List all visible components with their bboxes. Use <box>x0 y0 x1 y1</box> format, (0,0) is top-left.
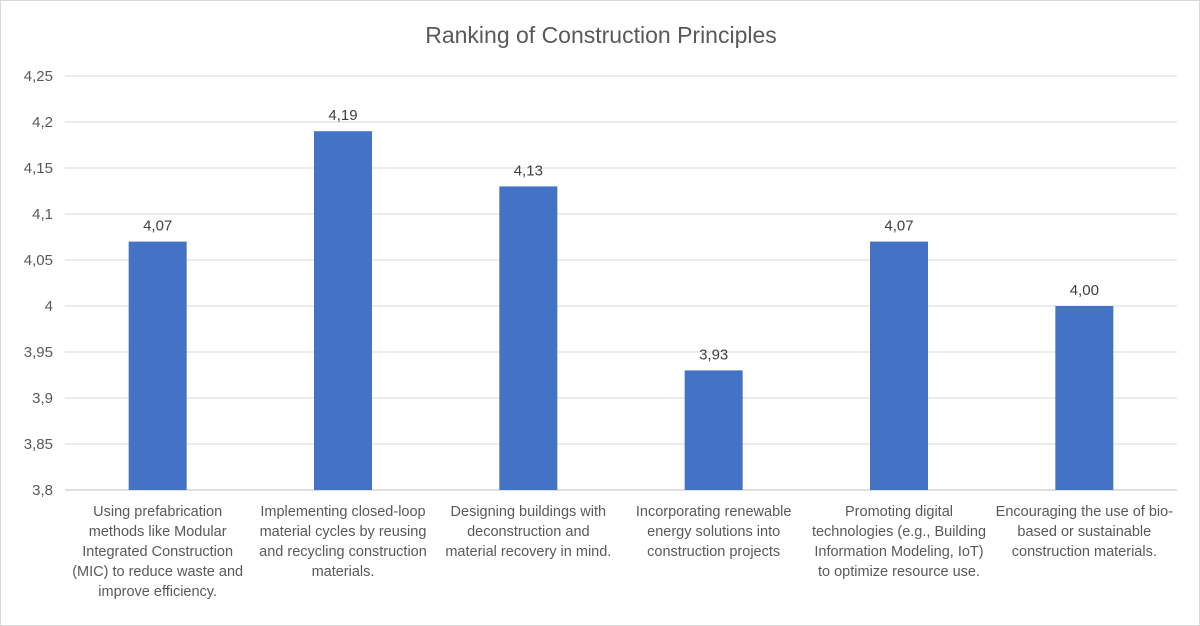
y-tick-label: 4 <box>45 298 53 315</box>
y-tick-label: 3,95 <box>24 344 53 361</box>
x-category-label: Implementing closed-loop material cycles… <box>259 504 427 580</box>
bar <box>128 241 187 490</box>
y-tick-label: 4,2 <box>32 114 53 131</box>
x-category-label: Using prefabrication methods like Modula… <box>72 504 244 600</box>
data-label: 4,00 <box>1070 282 1099 299</box>
bars <box>128 131 1114 490</box>
bar <box>1055 306 1114 490</box>
y-tick-label: 4,25 <box>24 68 53 85</box>
y-tick-label: 3,85 <box>24 436 53 453</box>
bar <box>499 186 558 490</box>
data-label: 4,07 <box>143 218 172 235</box>
y-tick-label: 3,9 <box>32 390 53 407</box>
y-tick-label: 3,8 <box>32 482 53 499</box>
gridlines <box>65 75 1177 491</box>
x-category-label: Encouraging the use of bio-based or sust… <box>995 504 1173 560</box>
bar <box>314 131 372 490</box>
data-label: 4,07 <box>884 218 913 235</box>
chart-title: Ranking of Construction Principles <box>425 22 777 48</box>
data-label: 3,93 <box>699 346 728 363</box>
data-label: 4,19 <box>328 107 357 124</box>
y-tick-label: 4,15 <box>24 160 53 177</box>
x-category-label: Promoting digital technologies (e.g., Bu… <box>811 504 987 580</box>
data-label: 4,13 <box>514 162 543 179</box>
bar <box>684 370 743 490</box>
y-tick-label: 4,1 <box>32 206 53 223</box>
x-category-label: Designing buildings with deconstruction … <box>445 504 612 560</box>
data-labels: 4,07 4,19 4,13 3,93 4,07 4,00 <box>143 107 1099 363</box>
x-category-label: Incorporating renewable energy solutions… <box>635 504 792 560</box>
y-axis-ticks: 3,8 3,85 3,9 3,95 4 4,05 4,1 4,15 4,2 4,25 <box>24 68 53 499</box>
bar <box>870 241 928 490</box>
y-tick-label: 4,05 <box>24 252 53 269</box>
